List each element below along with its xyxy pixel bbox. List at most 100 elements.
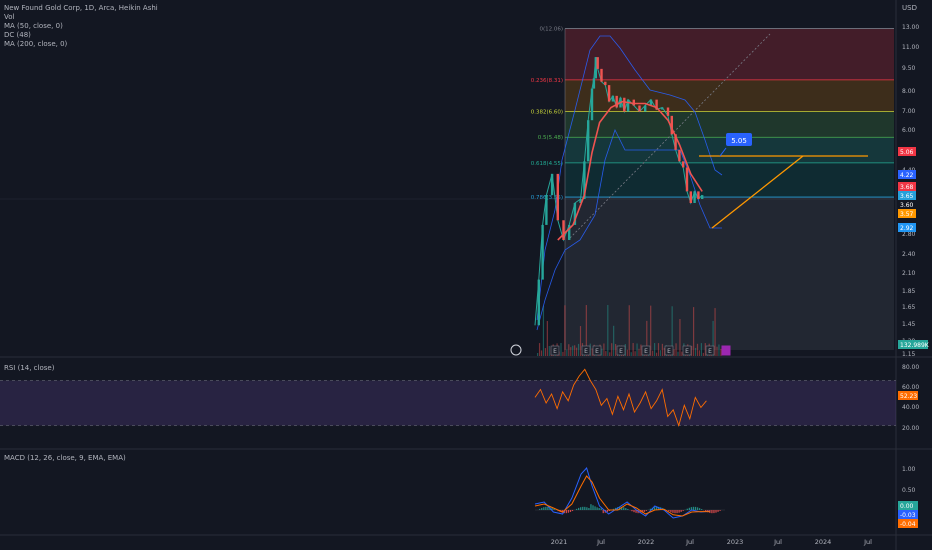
legend-rsi[interactable]: RSI (14, close) <box>4 364 55 372</box>
price-label-box <box>898 200 916 209</box>
macd-histogram-bar <box>682 510 684 511</box>
volume-bar <box>537 353 539 356</box>
callout-pointer <box>719 147 727 157</box>
macd-histogram-bar <box>655 506 658 510</box>
rsi-value: 52.23 <box>900 393 917 400</box>
legend-ma200[interactable]: MA (200, close, 0) <box>4 40 68 48</box>
volume-bar <box>546 321 548 356</box>
candle <box>693 191 696 204</box>
candle <box>592 78 596 89</box>
legend-macd[interactable]: MACD (12, 26, close, 9, EMA, EMA) <box>4 454 126 462</box>
volume-bar <box>613 325 615 356</box>
volume-bar <box>585 305 587 356</box>
volume-bar <box>636 343 638 356</box>
volume-bar <box>607 305 609 356</box>
macd-histogram-bar <box>639 510 641 514</box>
price-label-box <box>898 147 916 156</box>
macd-histogram-bar <box>541 507 543 510</box>
macd-histogram-bar <box>711 510 713 514</box>
time-axis-tick: Jul <box>863 538 872 546</box>
candle <box>587 120 590 162</box>
rsi-axis-tick: 40.00 <box>902 404 919 411</box>
volume-bar <box>609 352 611 356</box>
candle <box>689 191 692 204</box>
macd-histogram-bar <box>696 507 699 510</box>
macd-histogram-bar <box>575 508 578 510</box>
macd-histogram-bar <box>598 508 600 510</box>
candle <box>579 199 582 204</box>
volume-bar <box>677 351 679 356</box>
volume-bar <box>572 345 574 356</box>
candle <box>655 99 658 110</box>
macd-histogram-bar <box>571 510 574 512</box>
volume-bar <box>566 349 568 356</box>
volume-bar <box>632 343 634 356</box>
volume-bar <box>702 352 704 356</box>
donchian-upper <box>536 35 723 321</box>
macd-histogram-bar <box>668 510 670 512</box>
volume-bar <box>577 343 580 356</box>
macd-histogram-bar <box>592 505 594 510</box>
macd-histogram-bar <box>694 506 697 510</box>
volume-bar <box>693 307 695 356</box>
macd-histogram-bar <box>545 506 547 510</box>
volume-bar <box>605 351 607 356</box>
volume-bar <box>696 343 699 356</box>
tradingview-logo <box>510 344 522 356</box>
volume-bar <box>718 344 720 356</box>
macd-histogram-bar <box>705 510 707 512</box>
earnings-marker <box>641 345 651 356</box>
earnings-marker-label: E <box>644 348 648 355</box>
macd-histogram-bar <box>627 509 629 510</box>
macd-histogram-bar <box>606 510 608 512</box>
macd-histogram-bar <box>698 508 701 510</box>
volume-bar <box>538 343 541 356</box>
macd-value: 0.00 <box>900 503 914 510</box>
earnings-marker <box>592 345 602 356</box>
legend-donchian[interactable]: DC (48) <box>4 31 31 39</box>
price-label-box <box>898 170 916 179</box>
volume-bar <box>640 344 642 356</box>
currency-label: USD <box>902 4 917 12</box>
earnings-marker-label: E <box>708 348 712 355</box>
macd-histogram-bar <box>588 508 590 510</box>
macd-histogram-bar <box>649 508 652 510</box>
fib-zone <box>565 111 894 138</box>
earnings-marker-label: E <box>685 348 689 355</box>
macd-histogram-bar <box>645 510 647 511</box>
macd-histogram-bar <box>567 510 570 513</box>
macd-value-box <box>898 501 918 510</box>
macd-signal-line <box>534 475 711 517</box>
macd-value-box <box>898 510 918 519</box>
macd-axis-tick: 1.00 <box>902 466 916 473</box>
price-axis-tick: 2.10 <box>902 270 916 277</box>
legend-vol[interactable]: Vol <box>4 13 15 21</box>
macd-histogram-bar <box>578 507 580 510</box>
volume-bar <box>615 344 617 356</box>
ma-line <box>557 100 703 241</box>
symbol-title: New Found Gold Corp, 1D, Arca, Heikin As… <box>4 4 158 12</box>
macd-histogram-bar <box>657 506 660 510</box>
fib-zone <box>565 28 894 80</box>
price-axis-tick: 13.00 <box>902 24 919 31</box>
volume-bar <box>544 348 546 356</box>
volume-bar <box>570 347 572 356</box>
candle <box>607 85 611 102</box>
candle <box>701 195 704 200</box>
price-label: 3.60 <box>900 202 914 209</box>
candle <box>697 191 700 200</box>
legend-ma50[interactable]: MA (50, close, 0) <box>4 22 63 30</box>
time-axis-tick: 2023 <box>727 538 744 546</box>
price-label: 3.68 <box>900 184 914 191</box>
volume-bar <box>638 348 640 356</box>
macd-histogram-bar <box>674 510 676 514</box>
time-axis-tick: 2021 <box>551 538 568 546</box>
volume-bar <box>564 305 566 356</box>
volume-bar <box>663 347 665 356</box>
price-label: 2.92 <box>900 225 914 232</box>
macd-histogram-bar <box>539 508 541 510</box>
macd-value-box <box>898 519 918 528</box>
time-axis-tick: Jul <box>596 538 605 546</box>
volume-bar <box>624 344 626 356</box>
